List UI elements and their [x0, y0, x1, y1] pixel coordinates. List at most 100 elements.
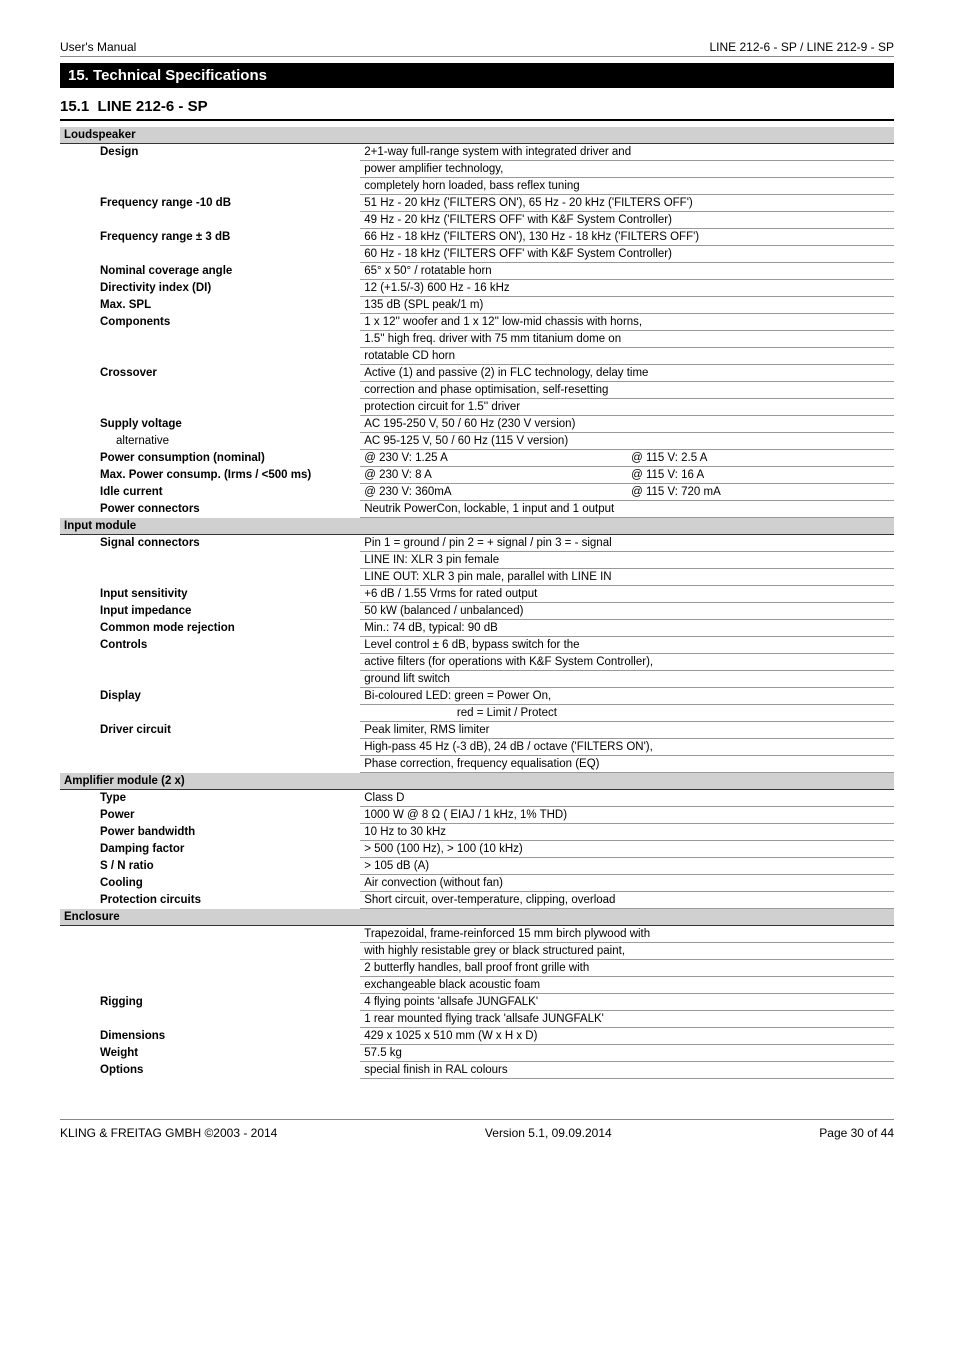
spec-value: Class D [360, 790, 894, 807]
spec-label: Cooling [60, 875, 360, 892]
spec-value: 60 Hz - 18 kHz ('FILTERS OFF' with K&F S… [360, 246, 894, 263]
spec-label: Power [60, 807, 360, 824]
spec-label [60, 671, 360, 688]
spec-label: Power connectors [60, 501, 360, 518]
spec-value: Pin 1 = ground / pin 2 = + signal / pin … [360, 535, 894, 552]
spec-value: > 500 (100 Hz), > 100 (10 kHz) [360, 841, 894, 858]
group-header: Input module [60, 518, 894, 535]
spec-label [60, 705, 360, 722]
spec-label: Controls [60, 637, 360, 654]
spec-value: High-pass 45 Hz (-3 dB), 24 dB / octave … [360, 739, 894, 756]
spec-label: Frequency range -10 dB [60, 195, 360, 212]
spec-label: Nominal coverage angle [60, 263, 360, 280]
spec-label [60, 331, 360, 348]
spec-label: Supply voltage [60, 416, 360, 433]
spec-value: 2 butterfly handles, ball proof front gr… [360, 960, 894, 977]
page-footer: KLING & FREITAG GMBH ©2003 - 2014 Versio… [60, 1119, 894, 1140]
page-header: User's Manual LINE 212-6 - SP / LINE 212… [60, 40, 894, 57]
table-row: Common mode rejectionMin.: 74 dB, typica… [60, 620, 894, 637]
spec-label [60, 348, 360, 365]
table-row: 2 butterfly handles, ball proof front gr… [60, 960, 894, 977]
spec-value: Phase correction, frequency equalisation… [360, 756, 894, 773]
spec-label: alternative [60, 433, 360, 450]
spec-label [60, 212, 360, 229]
spec-label: Options [60, 1062, 360, 1079]
spec-table: LoudspeakerDesign2+1-way full-range syst… [60, 127, 894, 1079]
spec-value: red = Limit / Protect [360, 705, 894, 722]
spec-label: Display [60, 688, 360, 705]
spec-value: correction and phase optimisation, self-… [360, 382, 894, 399]
spec-label [60, 943, 360, 960]
table-row: Weight57.5 kg [60, 1045, 894, 1062]
table-row: ControlsLevel control ± 6 dB, bypass swi… [60, 637, 894, 654]
table-row: 1.5'' high freq. driver with 75 mm titan… [60, 331, 894, 348]
table-row: Optionsspecial finish in RAL colours [60, 1062, 894, 1079]
spec-value: Min.: 74 dB, typical: 90 dB [360, 620, 894, 637]
table-row: correction and phase optimisation, self-… [60, 382, 894, 399]
section-title: 15. Technical Specifications [60, 63, 894, 88]
spec-value: 51 Hz - 20 kHz ('FILTERS ON'), 65 Hz - 2… [360, 195, 894, 212]
spec-label: Power bandwidth [60, 824, 360, 841]
spec-value: 1 x 12'' woofer and 1 x 12'' low-mid cha… [360, 314, 894, 331]
spec-label: Idle current [60, 484, 360, 501]
table-row: Power consumption (nominal)@ 230 V: 1.25… [60, 450, 894, 467]
table-row: LINE OUT: XLR 3 pin male, parallel with … [60, 569, 894, 586]
table-row: power amplifier technology, [60, 161, 894, 178]
spec-value: Level control ± 6 dB, bypass switch for … [360, 637, 894, 654]
spec-value: ground lift switch [360, 671, 894, 688]
table-row: completely horn loaded, bass reflex tuni… [60, 178, 894, 195]
spec-label: Dimensions [60, 1028, 360, 1045]
spec-value: with highly resistable grey or black str… [360, 943, 894, 960]
spec-value: LINE IN: XLR 3 pin female [360, 552, 894, 569]
header-left: User's Manual [60, 40, 136, 54]
spec-value: Short circuit, over-temperature, clippin… [360, 892, 894, 909]
spec-label: Frequency range ± 3 dB [60, 229, 360, 246]
table-row: Nominal coverage angle65° x 50° / rotata… [60, 263, 894, 280]
spec-label: Rigging [60, 994, 360, 1011]
table-row: rotatable CD horn [60, 348, 894, 365]
spec-label: Type [60, 790, 360, 807]
table-row: Rigging4 flying points 'allsafe JUNGFALK… [60, 994, 894, 1011]
table-row: S / N ratio> 105 dB (A) [60, 858, 894, 875]
spec-value: 1000 W @ 8 Ω ( EIAJ / 1 kHz, 1% THD) [360, 807, 894, 824]
footer-right: Page 30 of 44 [819, 1126, 894, 1140]
spec-label [60, 977, 360, 994]
spec-value: +6 dB / 1.55 Vrms for rated output [360, 586, 894, 603]
spec-value: 49 Hz - 20 kHz ('FILTERS OFF' with K&F S… [360, 212, 894, 229]
spec-value: @ 115 V: 2.5 A [627, 450, 894, 467]
spec-value: 1 rear mounted flying track 'allsafe JUN… [360, 1011, 894, 1028]
spec-label [60, 654, 360, 671]
spec-value: 135 dB (SPL peak/1 m) [360, 297, 894, 314]
spec-value: 57.5 kg [360, 1045, 894, 1062]
table-row: Signal connectorsPin 1 = ground / pin 2 … [60, 535, 894, 552]
spec-label [60, 1011, 360, 1028]
spec-label [60, 246, 360, 263]
table-row: Max. Power consump. (Irms / <500 ms)@ 23… [60, 467, 894, 484]
spec-value: @ 230 V: 360mA [360, 484, 627, 501]
spec-label: Input sensitivity [60, 586, 360, 603]
spec-value: @ 115 V: 16 A [627, 467, 894, 484]
table-row: Max. SPL135 dB (SPL peak/1 m) [60, 297, 894, 314]
spec-value: exchangeable black acoustic foam [360, 977, 894, 994]
spec-value: 10 Hz to 30 kHz [360, 824, 894, 841]
spec-label [60, 739, 360, 756]
spec-value: protection circuit for 1.5'' driver [360, 399, 894, 416]
table-row: active filters (for operations with K&F … [60, 654, 894, 671]
spec-label: S / N ratio [60, 858, 360, 875]
table-row: Protection circuitsShort circuit, over-t… [60, 892, 894, 909]
table-row: Trapezoidal, frame-reinforced 15 mm birc… [60, 926, 894, 943]
table-row: Damping factor> 500 (100 Hz), > 100 (10 … [60, 841, 894, 858]
table-row: ground lift switch [60, 671, 894, 688]
spec-label [60, 178, 360, 195]
table-row: Components1 x 12'' woofer and 1 x 12'' l… [60, 314, 894, 331]
spec-value: special finish in RAL colours [360, 1062, 894, 1079]
table-row: CoolingAir convection (without fan) [60, 875, 894, 892]
spec-value: Air convection (without fan) [360, 875, 894, 892]
table-row: LINE IN: XLR 3 pin female [60, 552, 894, 569]
spec-value: @ 230 V: 1.25 A [360, 450, 627, 467]
group-header: Enclosure [60, 909, 894, 926]
table-row: Supply voltageAC 195-250 V, 50 / 60 Hz (… [60, 416, 894, 433]
spec-value: Neutrik PowerCon, lockable, 1 input and … [360, 501, 894, 518]
spec-label [60, 569, 360, 586]
table-row: Idle current@ 230 V: 360mA@ 115 V: 720 m… [60, 484, 894, 501]
